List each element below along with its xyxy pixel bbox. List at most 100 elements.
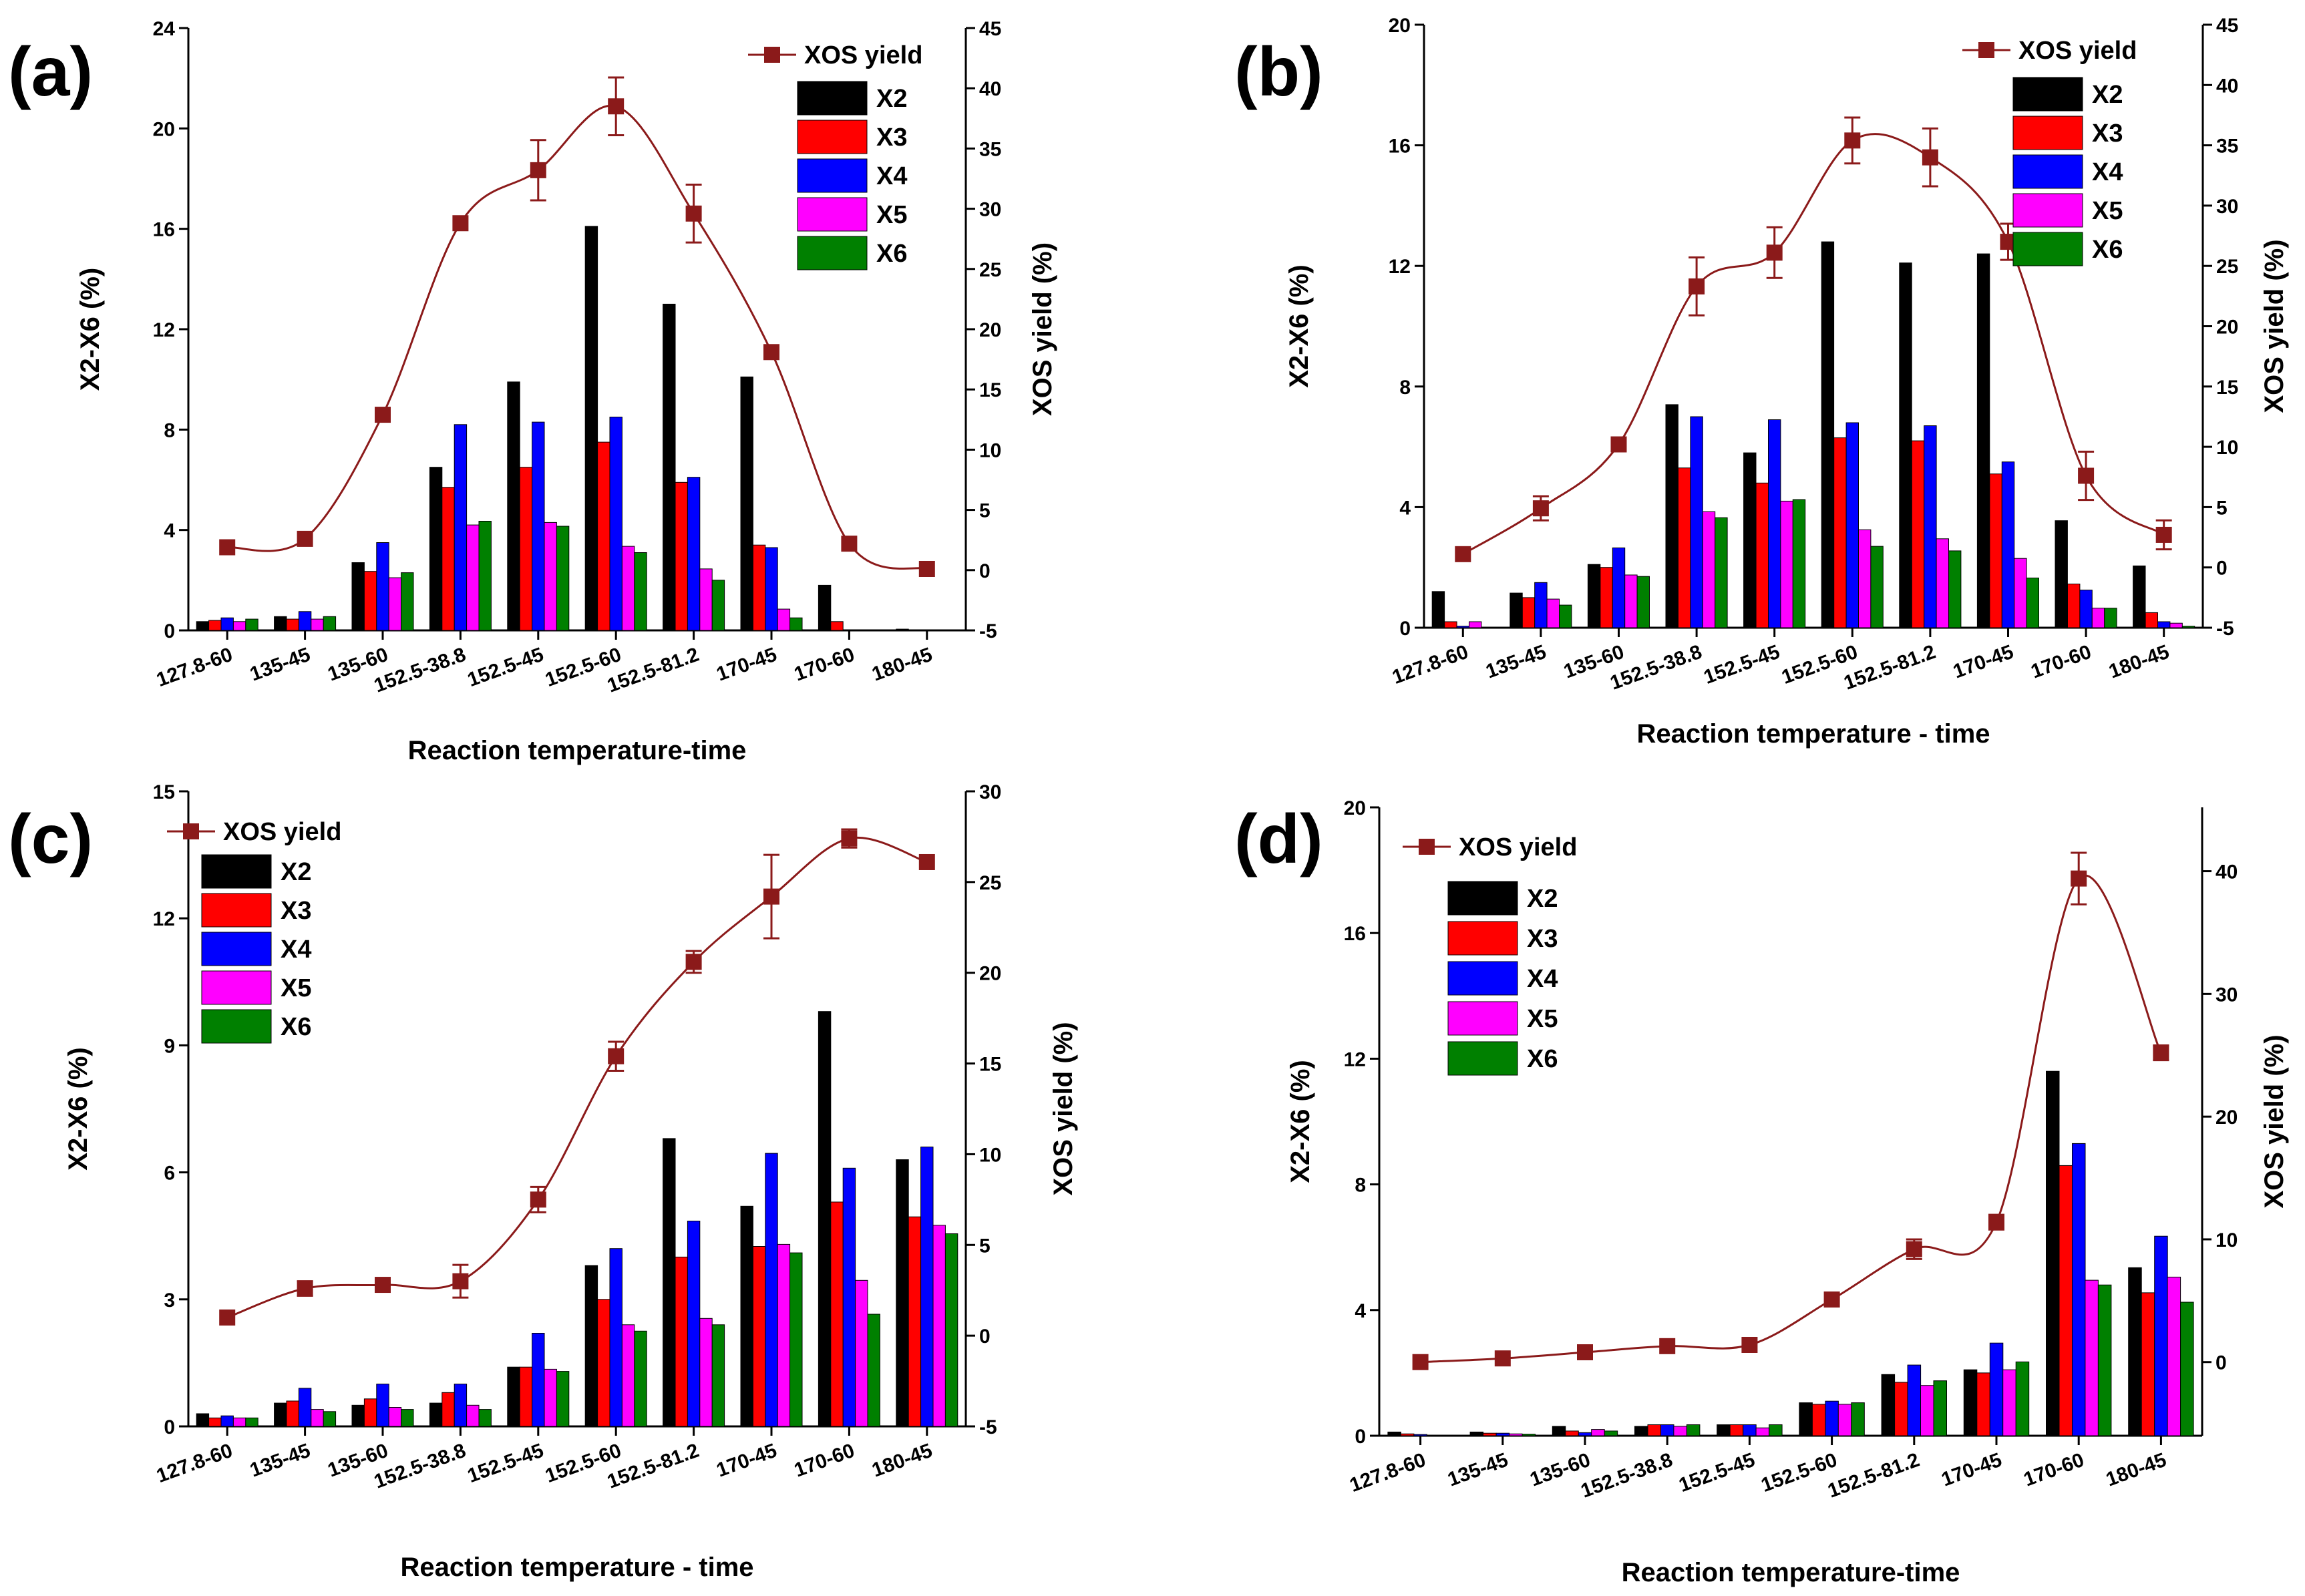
panel-letter: (c) (8, 801, 93, 878)
y-tick-label-right: 30 (2215, 984, 2238, 1006)
legend: XOS yield X2 X3 X4 X5 X6 (1962, 37, 2137, 266)
panel-letter: (d) (1234, 801, 1323, 878)
y-tick-label-right: 45 (2216, 15, 2238, 37)
x-tick-label: 180-45 (869, 644, 935, 686)
bar-x3 (597, 1299, 610, 1427)
bar-x3 (1565, 1430, 1579, 1436)
y-tick-label-right: 10 (2216, 437, 2238, 459)
bar-x3 (441, 487, 455, 631)
bar-x4 (1989, 1342, 2004, 1436)
y-tick-label-left: 20 (1344, 797, 1366, 819)
x-tick-label: 127.8-60 (154, 1440, 236, 1488)
y-tick-label-left: 20 (153, 118, 175, 140)
xos-yield-point (2153, 1044, 2169, 1061)
bar-x3 (286, 618, 299, 631)
y-tick-label-right: 20 (979, 319, 1001, 341)
bar-x4 (2157, 621, 2171, 628)
bar-x4 (1534, 582, 1548, 628)
bar-x2 (896, 1159, 909, 1427)
y-tick-label-right: 10 (979, 1144, 1001, 1166)
bar-x2 (1881, 1374, 1896, 1436)
legend-swatch-x5 (201, 970, 272, 1005)
bar-x3 (286, 1400, 299, 1427)
x-tick-label: 152.5-38.8 (1578, 1449, 1676, 1503)
bar-x5 (1546, 598, 1560, 628)
y-tick-label-left: 20 (1389, 15, 1411, 37)
bar-x6 (944, 1233, 958, 1427)
y-tick-label-right: -5 (979, 1416, 997, 1438)
bar-x3 (2059, 1165, 2073, 1436)
y-tick-label-left: 4 (1355, 1300, 1366, 1322)
bar-x2 (1963, 1369, 1978, 1436)
x-tick-label: 152.5-45 (465, 644, 547, 692)
bar-x3 (1894, 1382, 1908, 1436)
legend-marker-xos (183, 823, 199, 839)
y-tick-label-left: 12 (1389, 256, 1411, 278)
bar-x3 (519, 1366, 533, 1427)
legend-swatch-x6 (201, 1009, 272, 1044)
x-tick-label: 170-45 (1950, 641, 2016, 683)
y-tick-label-right: 0 (979, 1326, 991, 1348)
y-tick-label-right: -5 (2216, 618, 2234, 640)
bar-x6 (1715, 517, 1728, 628)
bar-x2 (196, 1413, 210, 1427)
chart-panel-a: 0 4 8 12 16 20 24 -5 0 5 10 15 20 25 30 35 40 45 127.8-60 1… (8, 18, 1057, 765)
bar-x3 (830, 1201, 844, 1427)
bar-x2 (2133, 565, 2146, 628)
xos-yield-point (1610, 436, 1627, 453)
x-tick-label: 135-45 (1483, 641, 1549, 683)
bar-x4 (454, 1384, 468, 1427)
bar-x4 (920, 1147, 934, 1427)
bar-x3 (1989, 473, 2002, 628)
xos-yield-point (763, 344, 779, 361)
y-tick-label-right: 40 (2215, 861, 2238, 883)
legend-swatch-x4 (797, 158, 868, 193)
bar-x4 (842, 1167, 856, 1427)
bar-x2 (274, 1402, 287, 1427)
bar-x4 (2001, 461, 2015, 628)
bar-x2 (351, 562, 365, 631)
bar-x4 (1413, 1434, 1427, 1436)
legend-label-x5: X5 (876, 201, 907, 229)
y-tick-label-left: 24 (153, 18, 176, 40)
y-axis-title-left: X2-X6 (%) (75, 268, 105, 391)
xos-yield-point (2155, 526, 2172, 543)
legend-label-xos: XOS yield (223, 818, 341, 846)
x-tick-label: 127.8-60 (1347, 1449, 1429, 1497)
bar-x6 (1604, 1430, 1618, 1436)
x-tick-label: 127.8-60 (1389, 641, 1471, 689)
chart-panel-b: 0 4 8 12 16 20 -5 0 5 10 15 20 25 30 35 40 45 127.8-60 135… (1234, 15, 2289, 749)
xos-yield-point (219, 539, 236, 556)
y-tick-label-right: 5 (979, 500, 991, 522)
bar-x5 (1858, 529, 1872, 628)
xos-yield-point (297, 1280, 313, 1297)
legend-swatch-x3 (2012, 116, 2083, 150)
xos-yield-point (219, 1309, 236, 1326)
bar-x6 (478, 1409, 492, 1427)
y-tick-label-right: 10 (2215, 1229, 2238, 1251)
bar-x5 (932, 1225, 946, 1427)
bar-x4 (376, 542, 389, 631)
y-tick-label-left: 0 (164, 620, 175, 642)
bar-x2 (1431, 591, 1445, 628)
legend-swatch-x6 (2012, 232, 2083, 266)
xos-yield-point (1988, 1214, 2004, 1231)
y-tick-label-left: 9 (164, 1035, 175, 1057)
bar-x5 (311, 1409, 324, 1427)
legend-swatch-x3 (797, 120, 868, 154)
legend-label-x5: X5 (1527, 1005, 1558, 1033)
bar-x5 (1469, 621, 1482, 628)
bar-x6 (323, 1411, 337, 1427)
legend-marker-xos (764, 47, 780, 63)
legend-swatch-x5 (2012, 193, 2083, 228)
bar-x2 (1665, 404, 1678, 628)
bar-x2 (896, 628, 909, 631)
xos-yield-point (1494, 1350, 1511, 1367)
bar-x2 (1899, 262, 1912, 628)
bar-x2 (274, 616, 287, 631)
bar-x5 (232, 1417, 246, 1427)
legend-label-x6: X6 (281, 1013, 311, 1041)
bar-x2 (584, 1265, 598, 1427)
bar-x3 (363, 571, 377, 631)
y-tick-label-right: 40 (2216, 75, 2238, 97)
